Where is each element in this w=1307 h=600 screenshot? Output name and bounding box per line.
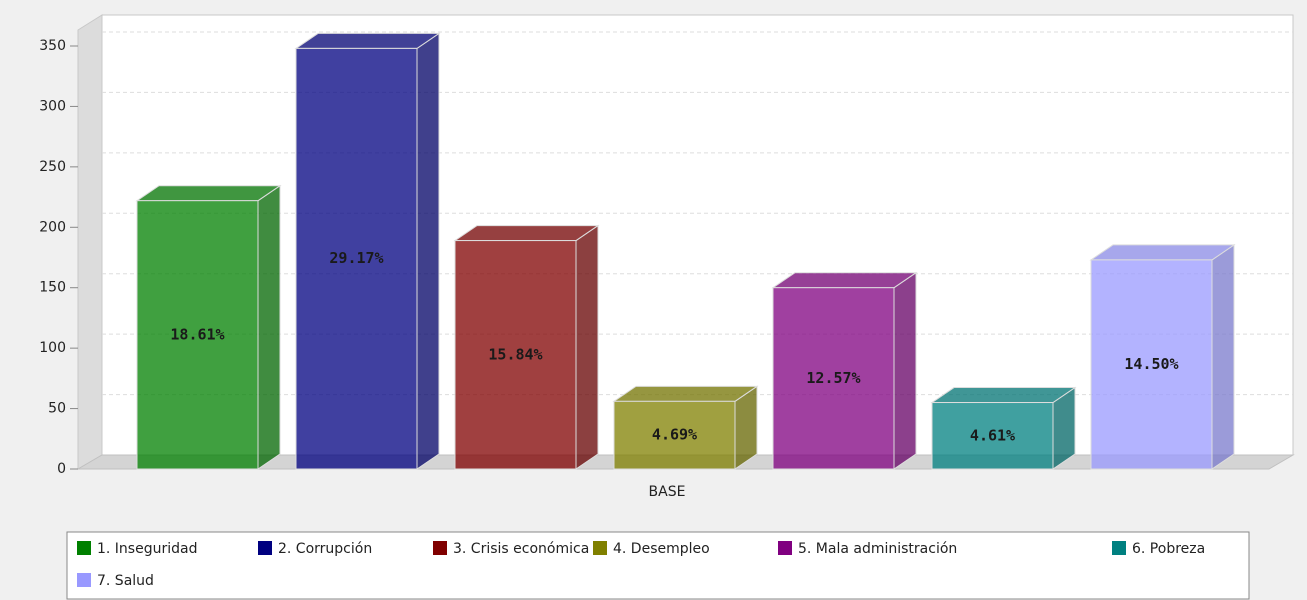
bar-side [1211, 243, 1235, 470]
bar-top [771, 272, 918, 289]
y-tick-label: 200 [39, 219, 66, 235]
legend-label: 1. Inseguridad [97, 541, 197, 557]
data-label: 29.17% [329, 249, 383, 267]
legend-swatch [593, 541, 607, 555]
data-label: 4.69% [652, 426, 697, 444]
legend-label: 7. Salud [97, 573, 154, 589]
data-label: 18.61% [170, 325, 224, 343]
legend-label: 4. Desempleo [613, 541, 710, 557]
bar-side [575, 224, 599, 470]
bar [454, 240, 577, 470]
bar [295, 47, 418, 470]
legend-swatch [778, 541, 792, 555]
bar-side [257, 184, 281, 470]
legend-label: 3. Crisis económica [453, 541, 589, 557]
x-tick-label: BASE [649, 484, 686, 500]
legend-label: 2. Corrupción [278, 541, 372, 557]
legend-swatch [77, 573, 91, 587]
bar-top [930, 387, 1077, 404]
bar-top [294, 32, 441, 49]
y-tick-label: 50 [48, 401, 66, 417]
bar-top [135, 185, 282, 202]
bar-top [1089, 244, 1236, 261]
bar-top [453, 225, 600, 242]
legend-swatch [433, 541, 447, 555]
y-tick-label: 0 [57, 461, 66, 477]
data-label: 14.50% [1124, 355, 1178, 373]
y-tick-label: 100 [39, 340, 66, 356]
y-tick-label: 250 [39, 159, 66, 175]
data-label: 15.84% [488, 345, 542, 363]
bar-side [893, 271, 917, 470]
y-tick-label: 300 [39, 98, 66, 114]
bar-top [612, 385, 759, 402]
legend-swatch [1112, 541, 1126, 555]
legend-label: 6. Pobreza [1132, 541, 1205, 557]
legend [66, 531, 1250, 600]
data-label: 4.61% [970, 426, 1015, 444]
legend-label: 5. Mala administración [798, 541, 957, 557]
bar [931, 402, 1054, 470]
bar [1090, 259, 1213, 470]
side-wall [77, 14, 103, 470]
y-tick-label: 150 [39, 280, 66, 296]
legend-swatch [258, 541, 272, 555]
legend-swatch [77, 541, 91, 555]
data-label: 12.57% [806, 369, 860, 387]
bar [613, 400, 736, 470]
bar-side [416, 32, 440, 470]
y-tick-label: 350 [39, 38, 66, 54]
bar [136, 200, 259, 470]
bar [772, 287, 895, 470]
